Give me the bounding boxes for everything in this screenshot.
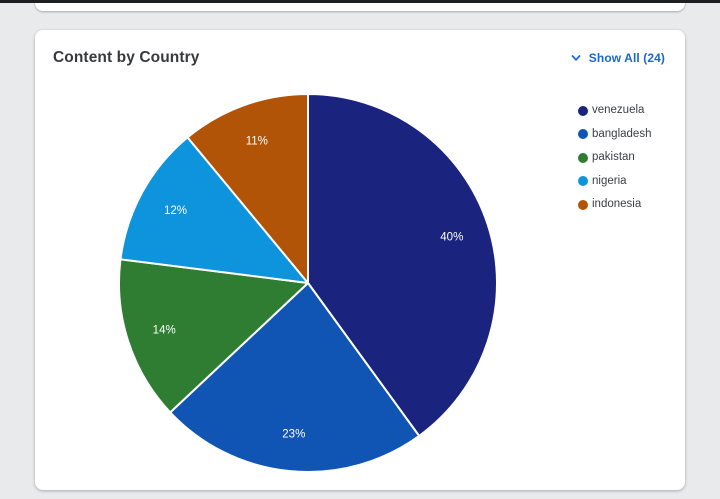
pie-slice-nigeria[interactable]	[119, 136, 309, 284]
chart-area: 40% 23% 14% 12% 11% venezuela bangladesh pakis…	[35, 78, 685, 490]
legend-item-bangladesh[interactable]: bangladesh	[578, 128, 651, 141]
legend-label: bangladesh	[592, 127, 652, 140]
legend-dot	[578, 199, 588, 210]
chart-legend: venezuela bangladesh pakistan nigeria indone…	[578, 104, 651, 222]
pie-slice-percentage-label: 23%	[282, 429, 305, 441]
legend-label: pakistan	[592, 151, 635, 163]
pie-slice-bangladesh[interactable]	[169, 282, 421, 473]
legend-item-pakistan[interactable]: pakistan	[578, 151, 651, 164]
content-by-country-card: Content by Country Show All (24) 40% 23% 1…	[35, 30, 685, 490]
legend-label: venezuela	[592, 104, 645, 116]
legend-dot	[578, 105, 588, 116]
previous-card-dark-edge	[0, 0, 720, 3]
legend-dot	[578, 152, 588, 163]
chevron-down-icon[interactable]	[570, 52, 582, 64]
show-all-control[interactable]: Show All (24)	[570, 51, 665, 65]
pie-slice-percentage-label: 40%	[440, 231, 463, 243]
legend-dot	[578, 129, 588, 139]
pie-slice-indonesia[interactable]	[186, 93, 309, 284]
card-title: Content by Country	[53, 48, 200, 66]
card-header: Content by Country Show All (24)	[35, 30, 685, 78]
legend-item-venezuela[interactable]: venezuela	[578, 104, 651, 117]
legend-dot	[578, 176, 588, 186]
show-all-link[interactable]: Show All (24)	[588, 50, 665, 65]
legend-item-nigeria[interactable]: nigeria	[578, 175, 651, 188]
pie-slice-percentage-label: 12%	[164, 205, 187, 217]
pie-slice-venezuela[interactable]	[307, 93, 498, 437]
previous-card-edge	[35, 0, 685, 11]
legend-label: nigeria	[592, 174, 627, 187]
pie-slice-percentage-label: 14%	[153, 325, 176, 337]
pie-chart: 40% 23% 14% 12% 11%	[118, 93, 498, 473]
pie-slice-pakistan[interactable]	[118, 258, 309, 414]
pie-slice-percentage-label: 11%	[246, 136, 268, 148]
legend-item-indonesia[interactable]: indonesia	[578, 198, 651, 211]
legend-label: indonesia	[592, 198, 642, 210]
